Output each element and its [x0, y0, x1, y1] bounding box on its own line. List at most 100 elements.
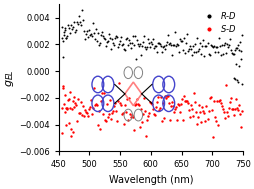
- Point: [100, 92, 104, 95]
- Point: [163, 94, 167, 98]
- Point: [169, 105, 173, 108]
- Point: [179, 103, 183, 106]
- Point: [173, 108, 177, 111]
- Point: [218, 53, 222, 56]
- Point: [155, 51, 159, 54]
- Point: [88, 106, 92, 109]
- Point: [175, 119, 179, 122]
- Point: [186, 102, 190, 105]
- Point: [165, 94, 169, 97]
- Point: [140, 120, 144, 123]
- Point: [192, 92, 196, 95]
- Point: [203, 45, 207, 48]
- Point: [132, 43, 136, 46]
- Point: [217, 98, 221, 101]
- Point: [84, 110, 88, 113]
- Point: [102, 36, 106, 39]
- Point: [233, 97, 237, 100]
- Point: [204, 104, 208, 107]
- Point: [150, 102, 154, 105]
- Point: [78, 24, 83, 27]
- Point: [212, 50, 216, 53]
- Point: [194, 111, 198, 114]
- Point: [73, 104, 77, 107]
- Point: [65, 108, 69, 111]
- Point: [147, 112, 151, 115]
- Point: [175, 42, 179, 45]
- Point: [164, 96, 168, 99]
- Point: [179, 40, 183, 43]
- Point: [207, 96, 211, 99]
- Point: [115, 120, 119, 123]
- Point: [103, 119, 107, 122]
- Point: [176, 103, 180, 106]
- Point: [71, 99, 75, 102]
- Point: [220, 52, 224, 55]
- Point: [231, 113, 235, 116]
- Point: [112, 43, 116, 46]
- Point: [124, 36, 129, 39]
- Point: [162, 117, 166, 120]
- Point: [145, 46, 149, 49]
- Point: [190, 53, 194, 56]
- Point: [239, 34, 243, 37]
- Point: [233, 63, 237, 66]
- Point: [218, 102, 222, 105]
- Point: [83, 108, 87, 112]
- Point: [91, 32, 96, 35]
- Point: [161, 45, 165, 48]
- Point: [151, 107, 155, 110]
- Point: [69, 128, 73, 131]
- Point: [83, 37, 87, 40]
- Point: [234, 106, 238, 109]
- Point: [126, 38, 131, 41]
- Point: [149, 102, 153, 105]
- Point: [99, 100, 103, 103]
- Point: [204, 45, 208, 48]
- Point: [141, 97, 146, 100]
- Point: [59, 25, 64, 28]
- Point: [124, 110, 128, 113]
- Point: [141, 112, 145, 115]
- Point: [177, 50, 181, 53]
- Point: [212, 115, 216, 119]
- Point: [188, 44, 192, 47]
- Point: [219, 104, 223, 107]
- Point: [77, 21, 82, 24]
- Point: [217, 44, 221, 47]
- Point: [174, 105, 178, 108]
- Point: [97, 110, 101, 113]
- Point: [112, 105, 116, 108]
- Point: [158, 43, 162, 46]
- Point: [59, 36, 64, 40]
- Point: [221, 111, 225, 114]
- Point: [135, 98, 139, 101]
- Point: [119, 36, 123, 39]
- Point: [236, 65, 241, 68]
- Point: [158, 107, 162, 110]
- Point: [195, 37, 199, 40]
- Point: [107, 98, 112, 101]
- Point: [214, 100, 218, 103]
- Point: [121, 111, 125, 114]
- Point: [97, 44, 101, 47]
- Point: [73, 30, 77, 33]
- Point: [66, 23, 70, 26]
- Point: [180, 98, 184, 101]
- Point: [183, 99, 187, 102]
- Point: [102, 91, 106, 94]
- Point: [128, 41, 132, 44]
- Point: [156, 41, 160, 44]
- Point: [231, 52, 235, 55]
- Point: [165, 41, 169, 44]
- Point: [233, 46, 237, 49]
- Point: [202, 111, 206, 114]
- Point: [81, 104, 85, 107]
- Point: [60, 86, 65, 89]
- X-axis label: Wavelength (nm): Wavelength (nm): [108, 175, 192, 185]
- Point: [164, 44, 168, 47]
- Point: [70, 28, 74, 31]
- Point: [213, 45, 217, 48]
- Point: [75, 98, 80, 101]
- Point: [70, 107, 74, 110]
